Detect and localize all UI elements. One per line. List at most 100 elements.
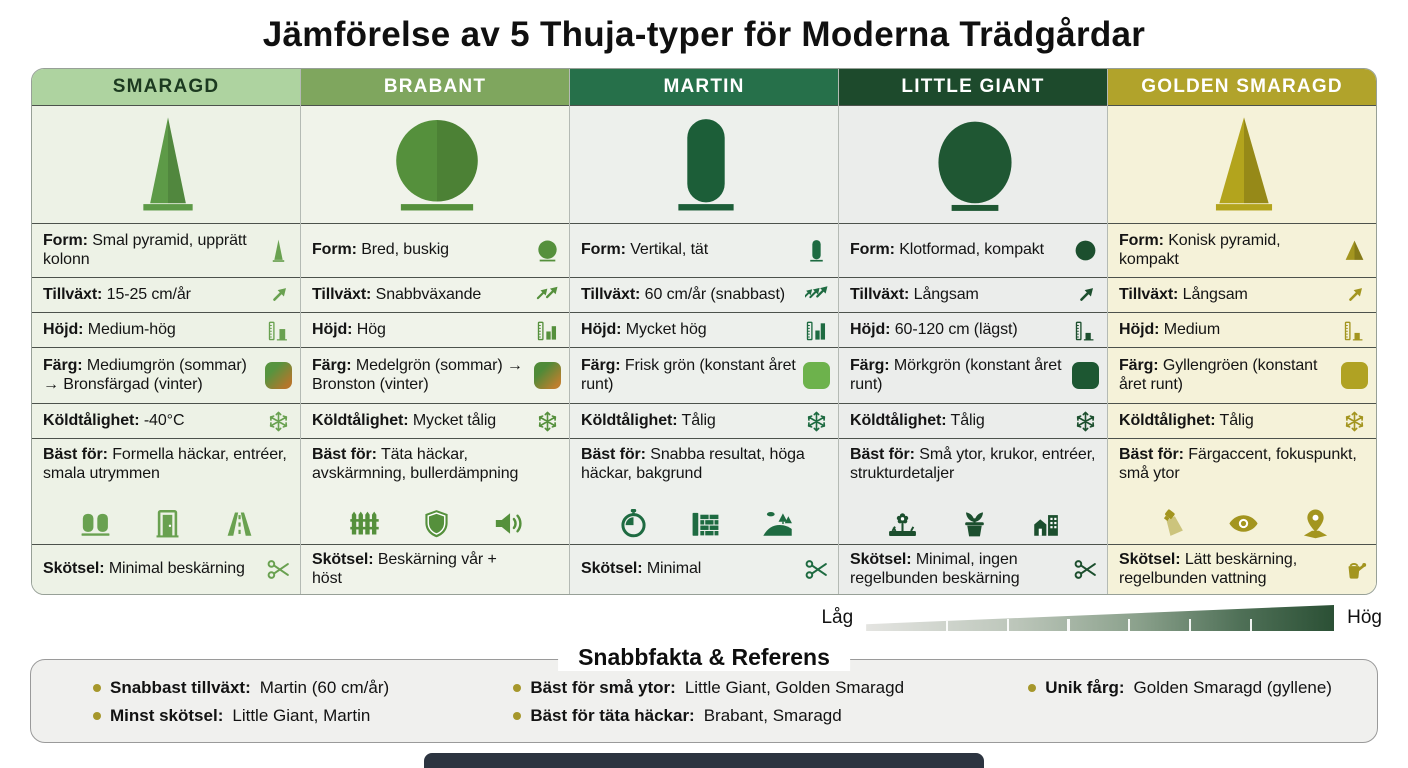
snowflake-icon	[802, 410, 830, 433]
pyramid-icon	[1340, 238, 1368, 263]
cold-cell: Köldtålighet: Tålig	[570, 403, 838, 438]
page-title: Jämförelse av 5 Thuja-typer för Moderna …	[262, 15, 1146, 54]
quickfacts-title: Snabbfakta & Referens	[558, 644, 850, 671]
column-header-golden-smaragd: GOLDEN SMARAGD	[1108, 69, 1376, 105]
color-swatch	[534, 362, 561, 389]
growth-arrows-icon	[533, 284, 561, 307]
narrow-cone-tree-icon	[112, 114, 224, 216]
best-for-cell: Bäst för: Små ytor, krukor, entréer, str…	[839, 438, 1107, 544]
color-swatch	[1341, 362, 1368, 389]
fence-icon	[349, 508, 380, 539]
growth-arrow-icon	[1340, 284, 1368, 307]
scale-gradient-wedge	[866, 605, 1335, 631]
height-cell: Höjd: Medium	[1108, 312, 1376, 347]
height-bars-icon	[533, 319, 561, 342]
plant-cell	[32, 105, 300, 223]
scissors-icon	[1071, 557, 1099, 582]
color-cell: Färg: Frisk grön (konstant året runt)	[570, 347, 838, 403]
rating-scale: Låg Hög	[26, 603, 1382, 633]
column-header-smaragd: SMARAGD	[32, 69, 300, 105]
fact-item: Snabbast tillväxt: Martin (60 cm/år)	[93, 678, 389, 698]
buildings-icon	[1031, 508, 1062, 539]
vertical-column-tree-icon	[650, 114, 762, 216]
snowflake-icon	[1071, 410, 1099, 433]
growth-arrow-icon	[264, 284, 292, 307]
cold-cell: Köldtålighet: Tålig	[1108, 403, 1376, 438]
scissors-icon	[802, 557, 830, 582]
growth-arrow-icon	[1071, 284, 1099, 307]
form-cell: Form: Vertikal, tät	[570, 223, 838, 277]
fact-item: Bäst för täta häckar: Brabant, Smaragd	[513, 706, 904, 726]
growth-cell: Tillväxt: 15-25 cm/år	[32, 277, 300, 312]
fact-item: Minst skötsel: Little Giant, Martin	[93, 706, 389, 726]
best-for-cell: Bäst för: Täta häckar, avskärmning, bull…	[301, 438, 569, 544]
round-bush-icon	[381, 114, 493, 216]
fact-item: Unik fårg: Golden Smaragd (gyllene)	[1028, 678, 1332, 698]
map-pin-icon	[1300, 508, 1331, 539]
quickfacts-group-3: Unik fårg: Golden Smaragd (gyllene)	[1028, 678, 1332, 726]
bullet-icon	[93, 712, 101, 720]
cone-icon	[264, 238, 292, 263]
best-for-cell: Bäst för: Färgaccent, fokuspunkt, små yt…	[1108, 438, 1376, 544]
scale-tick	[945, 619, 948, 631]
growth-cell: Tillväxt: 60 cm/år (snabbast)	[570, 277, 838, 312]
column-brabant: BRABANT Form: Bred, buskig Tillväxt: Sna…	[300, 69, 569, 594]
height-bars-icon	[802, 319, 830, 342]
cold-cell: Köldtålighet: -40°C	[32, 403, 300, 438]
care-cell: Skötsel: Lätt beskärning, regelbunden va…	[1108, 544, 1376, 594]
growth-cell: Tillväxt: Långsam	[1108, 277, 1376, 312]
quickfacts-box: Snabbfakta & Referens Snabbast tillväxt:…	[30, 644, 1378, 743]
stopwatch-icon	[618, 508, 649, 539]
care-cell: Skötsel: Minimal, ingen regelbunden besk…	[839, 544, 1107, 594]
bullet-icon	[1028, 684, 1037, 692]
care-cell: Skötsel: Beskärning vår + höst	[301, 544, 569, 594]
golden-cone-tree-icon	[1188, 114, 1300, 216]
form-cell: Form: Konisk pyramid, kompakt	[1108, 223, 1376, 277]
column-martin: MARTIN Form: Vertikal, tät Tillväxt: 60 …	[569, 69, 838, 594]
color-cell: Färg: Mediumgrön (sommar) → Bronsfärgad …	[32, 347, 300, 403]
cold-cell: Köldtålighet: Tålig	[839, 403, 1107, 438]
column-smaragd: SMARAGD Form: Smal pyramid, upprätt kolo…	[32, 69, 300, 594]
growth-cell: Tillväxt: Snabbväxande	[301, 277, 569, 312]
height-cell: Höjd: Medium-hög	[32, 312, 300, 347]
form-cell: Form: Klotformad, kompakt	[839, 223, 1107, 277]
scale-tick	[1006, 619, 1009, 631]
scale-label-low: Låg	[821, 607, 854, 628]
plant-cell	[839, 105, 1107, 223]
footer-bar	[424, 753, 984, 768]
best-for-cell: Bäst för: Snabba resultat, höga häckar, …	[570, 438, 838, 544]
form-cell: Form: Bred, buskig	[301, 223, 569, 277]
column-header-martin: MARTIN	[570, 69, 838, 105]
bullet-icon	[93, 684, 101, 692]
form-cell: Form: Smal pyramid, upprätt kolonn	[32, 223, 300, 277]
plant-cell	[301, 105, 569, 223]
sphere-icon	[1071, 238, 1099, 263]
snowflake-icon	[533, 410, 561, 433]
sphere-shrub-icon	[919, 114, 1031, 216]
scissors-icon	[264, 557, 292, 582]
height-cell: Höjd: Mycket hög	[570, 312, 838, 347]
eye-icon	[1228, 508, 1259, 539]
height-bars-icon	[264, 319, 292, 342]
best-for-cell: Bäst för: Formella häckar, entréer, smal…	[32, 438, 300, 544]
column-header-little-giant: LITTLE GIANT	[839, 69, 1107, 105]
bush-icon	[533, 238, 561, 263]
growth-cell: Tillväxt: Långsam	[839, 277, 1107, 312]
color-swatch	[265, 362, 292, 389]
color-swatch	[803, 362, 830, 389]
care-cell: Skötsel: Minimal beskärning	[32, 544, 300, 594]
scale-label-high: Hög	[1347, 607, 1382, 628]
height-bars-icon	[1071, 319, 1099, 342]
quickfacts-group-2: Bäst för små ytor: Little Giant, Golden …	[513, 678, 904, 726]
height-cell: Höjd: Hög	[301, 312, 569, 347]
bullet-icon	[513, 684, 522, 692]
color-cell: Färg: Gyllengröen (konstant året runt)	[1108, 347, 1376, 403]
plant-cell	[1108, 105, 1376, 223]
road-icon	[224, 508, 255, 539]
potted-plant-icon	[959, 508, 990, 539]
cold-cell: Köldtålighet: Mycket tålig	[301, 403, 569, 438]
spotlight-icon	[1156, 508, 1187, 539]
scale-tick	[1128, 619, 1131, 631]
bullet-icon	[513, 712, 522, 720]
watering-can-icon	[1340, 557, 1368, 582]
